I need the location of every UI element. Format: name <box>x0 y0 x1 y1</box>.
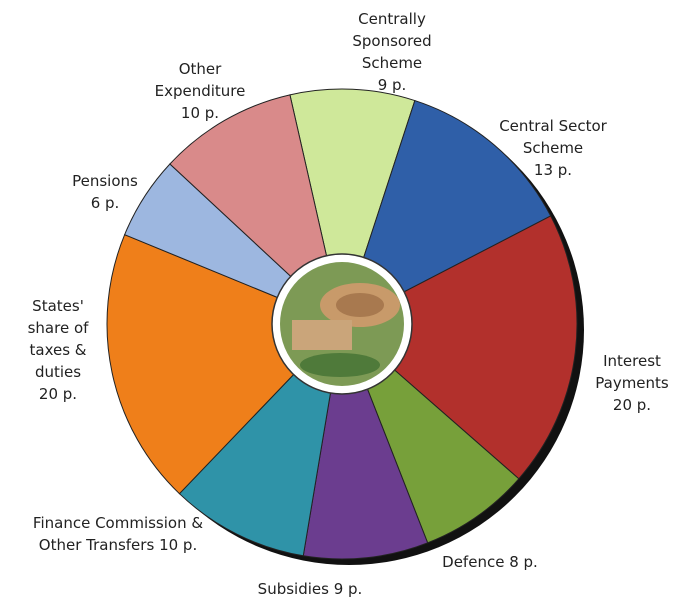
slice-label: Other Expenditure 10 p. <box>148 58 253 124</box>
value-label: 10 p. <box>180 104 220 122</box>
center-image-trees <box>300 353 380 377</box>
center-image-building <box>336 293 384 317</box>
category-name: Centrally Sponsored Scheme <box>352 10 432 72</box>
value-label: 6 p. <box>90 194 120 212</box>
value-label: 10 p. <box>159 536 198 554</box>
value-label: 9 p. <box>377 76 407 94</box>
value-label: 8 p. <box>509 553 538 571</box>
value-label: 20 p. <box>38 385 78 403</box>
pie-slice <box>106 234 343 495</box>
value-label: 20 p. <box>612 396 652 414</box>
category-name: States' share of taxes & duties <box>27 297 89 381</box>
pie-slice <box>341 215 578 480</box>
category-name: Central Sector Scheme <box>499 117 607 157</box>
pie-slice <box>289 88 416 326</box>
pie-slice <box>169 94 343 326</box>
slice-label: Defence 8 p. <box>410 551 570 573</box>
category-name: Finance Commission & Other Transfers <box>32 514 204 554</box>
center-image-building <box>292 320 352 350</box>
value-label: 9 p. <box>333 580 363 598</box>
slice-label: Centrally Sponsored Scheme 9 p. <box>325 8 460 96</box>
slice-label: States' share of taxes & duties 20 p. <box>22 295 94 405</box>
category-name: Interest Payments <box>595 352 669 392</box>
value-label: 13 p. <box>533 161 573 179</box>
slice-label: Central Sector Scheme 13 p. <box>493 115 613 181</box>
category-name: Subsidies <box>257 580 329 598</box>
slice-label: Interest Payments 20 p. <box>582 350 682 416</box>
category-name: Pensions <box>72 172 138 190</box>
pie-slice <box>178 322 343 557</box>
pie-slice <box>341 99 552 326</box>
slice-label: Finance Commission & Other Transfers 10 … <box>23 512 213 556</box>
slice-label: Pensions 6 p. <box>60 170 150 214</box>
category-name: Other Expenditure <box>154 60 246 100</box>
category-name: Defence <box>442 553 505 571</box>
slice-label: Subsidies 9 p. <box>230 578 390 600</box>
